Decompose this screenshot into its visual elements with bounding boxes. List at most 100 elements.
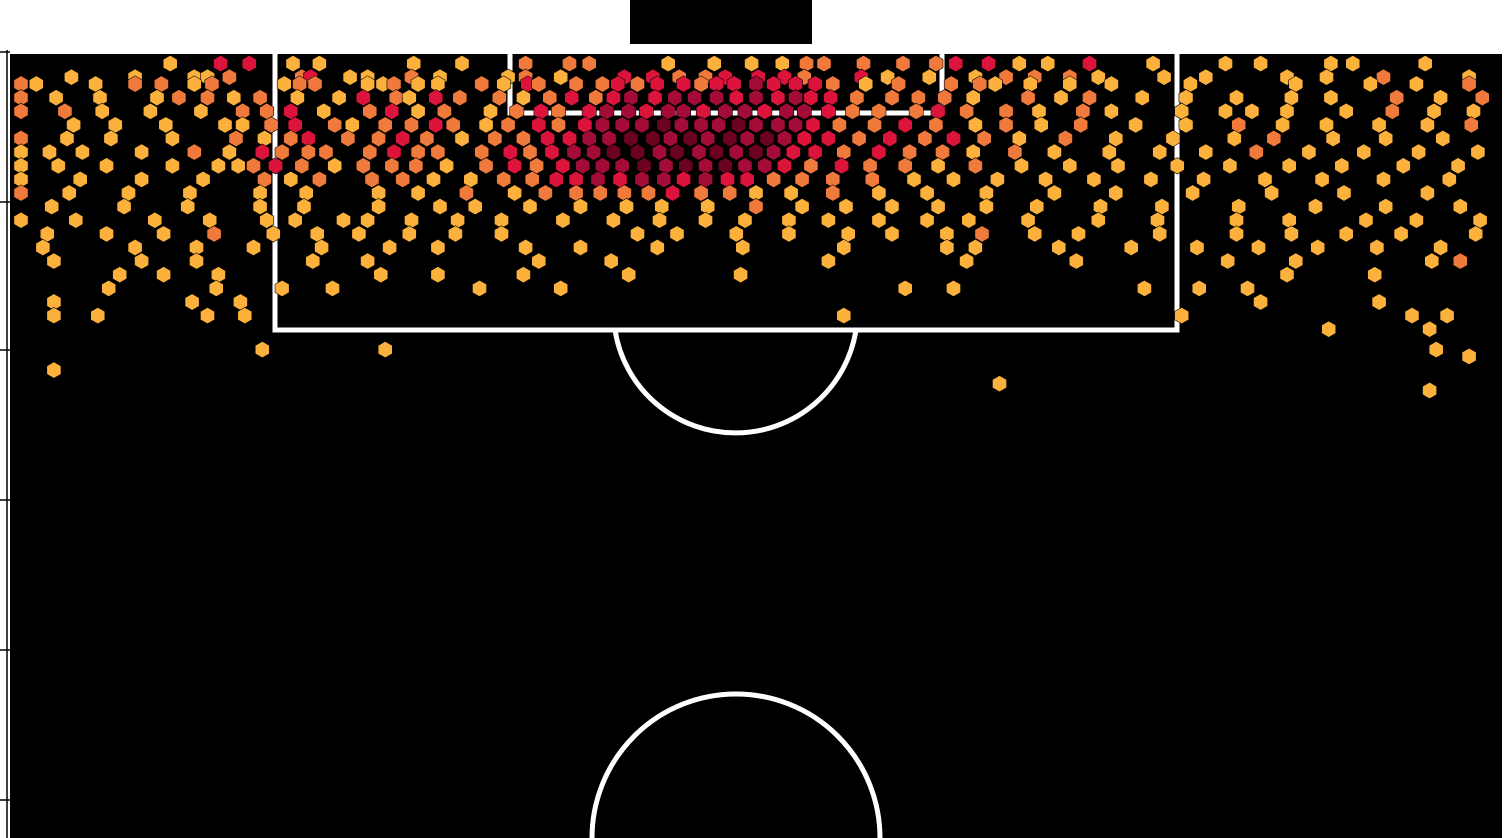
hexbin-cell (1027, 225, 1043, 243)
hexbin-cell (48, 89, 64, 107)
hexbin-cell (858, 75, 874, 93)
hexbin-cell (408, 157, 424, 175)
hexbin-cell (645, 129, 661, 148)
hexbin-cell (186, 143, 202, 161)
hexbin-cell (1110, 157, 1126, 175)
hexbin-cell (921, 68, 937, 86)
hexbin-cell (1047, 184, 1062, 202)
hexbin-cell (1266, 129, 1282, 148)
hexbin-cell (682, 129, 698, 148)
hexbin-cell (594, 116, 610, 134)
hexbin-cell (967, 238, 983, 257)
hexbin-cell (1014, 157, 1029, 175)
hexbin-cell (864, 170, 880, 188)
hexbin-cell (296, 198, 312, 216)
hexbin-cell (351, 225, 367, 243)
hexbin-cell (430, 143, 446, 161)
hexbin-cell (35, 238, 51, 257)
hexbin-cell (336, 211, 351, 229)
hexbin-cell (217, 116, 233, 134)
hexbin-cell (1058, 129, 1073, 148)
hexbin-cell (1229, 89, 1244, 107)
hexbin-cell (1007, 143, 1023, 161)
hexbin-cell (507, 157, 523, 175)
hexbin-cell (974, 225, 990, 243)
hexbin-cell (452, 89, 468, 107)
hexbin-cell (1441, 170, 1457, 188)
hexbin-cell (1420, 184, 1435, 202)
hexbin-cell (410, 184, 426, 202)
hexbin-cell (759, 129, 775, 148)
hexbin-cell (700, 129, 716, 148)
hexbin-cell (200, 307, 215, 325)
hexbin-cell (401, 89, 417, 107)
hexbin-cell (186, 75, 202, 93)
hexbin-cell (208, 279, 224, 297)
hexbin-cell (1222, 157, 1238, 175)
hexbin-cell (785, 143, 801, 161)
hexbin-cell (621, 266, 637, 284)
hexbin-cell (564, 89, 580, 107)
hexbin-cell (820, 102, 836, 120)
hexbin-cell (360, 252, 376, 270)
hexbin-cell (276, 75, 292, 93)
hexbin-cell (803, 89, 819, 107)
hexbin-cell (127, 75, 143, 93)
hexbin-cell (1143, 170, 1159, 188)
hexbin-cell (222, 143, 237, 161)
hexbin-cell (518, 238, 534, 257)
hexbin-cell (524, 170, 540, 188)
hexbin-cell (305, 252, 321, 270)
hexbin-cell (693, 184, 709, 202)
hexbin-cell (1338, 102, 1354, 120)
hexbin-cell (1417, 55, 1433, 73)
hexbin-cell (794, 198, 810, 216)
hexbin-cell (263, 116, 279, 134)
hexbin-cell (1082, 89, 1097, 107)
hexbin-cell (1314, 170, 1330, 188)
hexbin-cell (1068, 252, 1084, 270)
hexbin-cell (967, 157, 983, 175)
hexbin-cell (621, 102, 637, 120)
hexbin-cell (195, 170, 211, 188)
hexbin-cell (766, 143, 782, 161)
centre-circle (589, 691, 883, 838)
hexbin-cell (1071, 225, 1086, 243)
hexbin-cell (254, 341, 270, 359)
hexbin-cell (594, 75, 610, 93)
hexbin-cell (834, 157, 850, 175)
hexbin-cell (1145, 55, 1161, 73)
hexbin-cell (779, 102, 795, 120)
hexbin-cell (693, 75, 709, 93)
hexbin-cell (1356, 143, 1372, 161)
hexbin-cell (757, 102, 773, 120)
hexbin-cell (171, 89, 187, 107)
hexbin-cell (1338, 225, 1354, 243)
hexbin-cell (428, 89, 444, 107)
hexbin-cell (426, 170, 441, 188)
hexbin-cell (222, 68, 237, 86)
hexbin-cell (311, 55, 327, 73)
hexbin-cell (42, 143, 57, 161)
hexbin-cell (730, 116, 746, 134)
hexbin-cell (193, 102, 209, 120)
hexbin-cell (1371, 116, 1387, 134)
hexbin-cell (1156, 68, 1172, 86)
hexbin-cell (373, 266, 389, 284)
hexbin-cell (1189, 238, 1205, 257)
hexbin-cell (665, 184, 681, 202)
hexbin-cell (316, 102, 332, 120)
hexbin-cell (820, 252, 836, 270)
hexbin-cell (99, 225, 114, 243)
hexbin-cell (1090, 211, 1106, 229)
hexbin-cell (649, 238, 665, 257)
hexbin-cell (241, 55, 257, 73)
hexbin-cell (897, 157, 913, 175)
hexbin-cell (1086, 170, 1102, 188)
hexbin-cell (691, 143, 707, 161)
hexbin-cell (496, 170, 512, 188)
hexbin-cell (836, 307, 852, 325)
hexbin-cell (1253, 293, 1268, 311)
hexbin-cell (1198, 143, 1214, 161)
hexbin-cell (884, 225, 900, 243)
